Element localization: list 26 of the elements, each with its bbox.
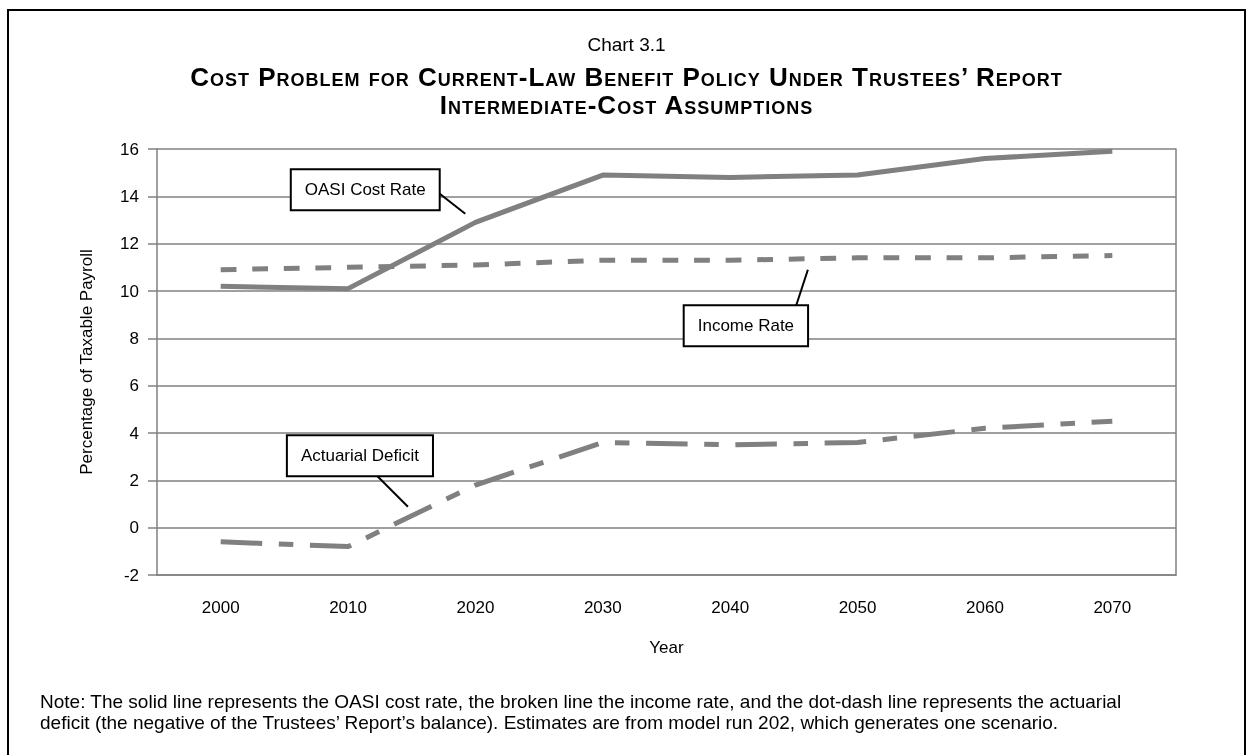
x-tick-label: 2020 [456, 598, 495, 617]
y-tick-label: 14 [120, 186, 139, 206]
x-tick-label: 2050 [838, 598, 877, 617]
y-tick-label: 16 [120, 139, 139, 159]
chart-subtitle: Cost Problem for Current-Law Benefit Policy Under Trustees’ Report Intermediate-Cost Assumptions [189, 62, 1064, 120]
x-tick-label: 2070 [1093, 598, 1132, 617]
text: Note: The solid line represents the OASI cost rate, the broken line the income rate, and the dot-dash line represents the actuarial deficit (the negative of the Trustees’ Report’s balance). Estimates are from model run 202, which generates one scenario. [40, 691, 1123, 733]
y-tick-label: 8 [129, 328, 139, 348]
y-tick-label: 2 [129, 470, 139, 490]
x-tick-label: 2040 [711, 598, 750, 617]
text: OASI Cost Rate [304, 180, 426, 200]
y-tick-label: 0 [129, 518, 139, 538]
y-axis-title: Percentage of Taxable Payroll [77, 249, 96, 475]
x-tick-label: 2010 [329, 598, 367, 617]
x-axis-title: Year [649, 638, 685, 657]
y-tick-label: 4 [129, 423, 139, 443]
chart-title: Chart 3.1 [586, 34, 667, 56]
x-tick-label: 2060 [966, 598, 1004, 617]
y-tick-label: 10 [120, 281, 139, 301]
x-tick-label: 2000 [201, 598, 240, 617]
y-tick-label: 12 [120, 234, 139, 254]
x-tick-label: 2030 [583, 598, 622, 617]
y-tick-label: -2 [123, 565, 139, 585]
y-tick-label: 6 [129, 376, 139, 396]
text: Actuarial Deficit [300, 446, 420, 466]
text: Income Rate [697, 316, 795, 336]
